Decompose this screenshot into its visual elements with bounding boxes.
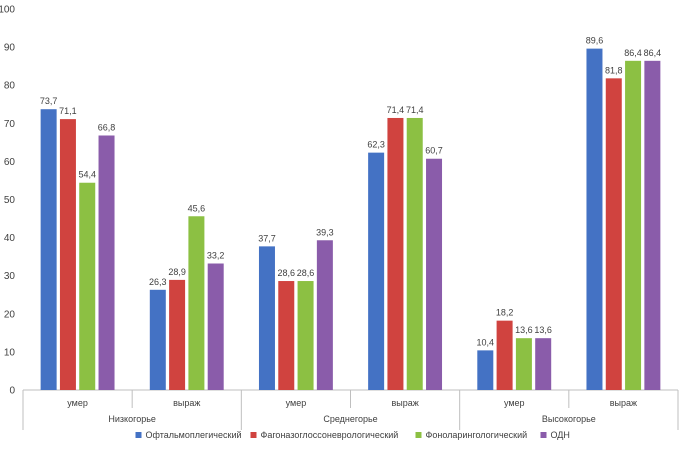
data-label: 62,3 [367,140,385,150]
data-label: 10,4 [477,337,495,347]
data-label: 86,4 [644,48,662,58]
bar [625,60,642,390]
bar [188,216,205,390]
y-tick-label: 10 [4,347,16,358]
y-tick-label: 90 [4,43,16,54]
data-label: 66,8 [98,122,116,132]
y-tick-label: 80 [4,81,16,92]
bar [258,246,275,390]
y-tick-label: 70 [4,119,16,130]
legend-swatch [415,432,422,438]
data-label: 54,4 [78,170,96,180]
y-tick-label: 40 [4,233,16,244]
y-tick-label: 60 [4,157,16,168]
legend-label: Фоноларингологический [426,430,528,440]
legend-swatch [250,432,257,438]
y-tick-label: 20 [4,309,16,320]
x-category-label: умер [286,398,307,408]
y-tick-label: 50 [4,195,16,206]
x-category-label: умер [67,398,88,408]
data-label: 86,4 [624,48,642,58]
data-label: 89,6 [586,36,604,46]
bar [387,117,404,390]
data-label: 37,7 [258,233,276,243]
x-group-label: Среднегорье [323,414,377,424]
legend-swatch [135,432,142,438]
y-tick-label: 30 [4,271,16,282]
bar [207,263,224,390]
data-label: 26,3 [149,277,167,287]
bar [406,117,423,390]
bar [368,152,385,390]
legend-label: Офтальмоплегический [146,430,242,440]
bar [40,109,57,390]
data-label: 28,6 [297,268,315,278]
bar [644,60,661,390]
bar [496,320,513,390]
data-label: 71,1 [59,106,77,116]
x-category-label: выраж [610,398,637,408]
data-label: 28,9 [168,267,186,277]
data-label: 71,4 [387,105,405,115]
x-category-label: выраж [391,398,418,408]
x-group-label: Высокогорье [542,414,596,424]
x-category-label: выраж [173,398,200,408]
bar [98,135,115,390]
data-label: 45,6 [188,203,206,213]
data-label: 71,4 [406,105,424,115]
data-label: 60,7 [425,146,443,156]
y-tick-label: 100 [0,5,15,16]
bar [426,158,443,390]
x-group-label: Низкогорье [108,414,156,424]
legend-swatch [540,432,547,438]
bar [477,350,494,390]
data-label: 73,7 [40,96,58,106]
y-tick-label: 0 [9,386,15,397]
bar [586,48,603,391]
data-label: 28,6 [278,268,296,278]
bar [149,289,166,390]
data-label: 33,2 [207,251,225,261]
data-label: 39,3 [316,227,334,237]
bar [605,78,622,390]
bar [169,279,186,390]
bar [297,281,314,390]
bar [316,240,333,390]
bar [59,119,76,390]
legend-label: ОДН [551,430,570,440]
bar [535,338,552,390]
bar [515,338,532,390]
data-label: 13,6 [534,325,552,335]
data-label: 18,2 [496,308,514,318]
x-category-label: умер [504,398,525,408]
data-label: 13,6 [515,325,533,335]
bar [79,182,96,390]
data-label: 81,8 [605,65,623,75]
bar [278,281,295,390]
legend-label: Фагоназоглоссоневрологический [261,430,399,440]
